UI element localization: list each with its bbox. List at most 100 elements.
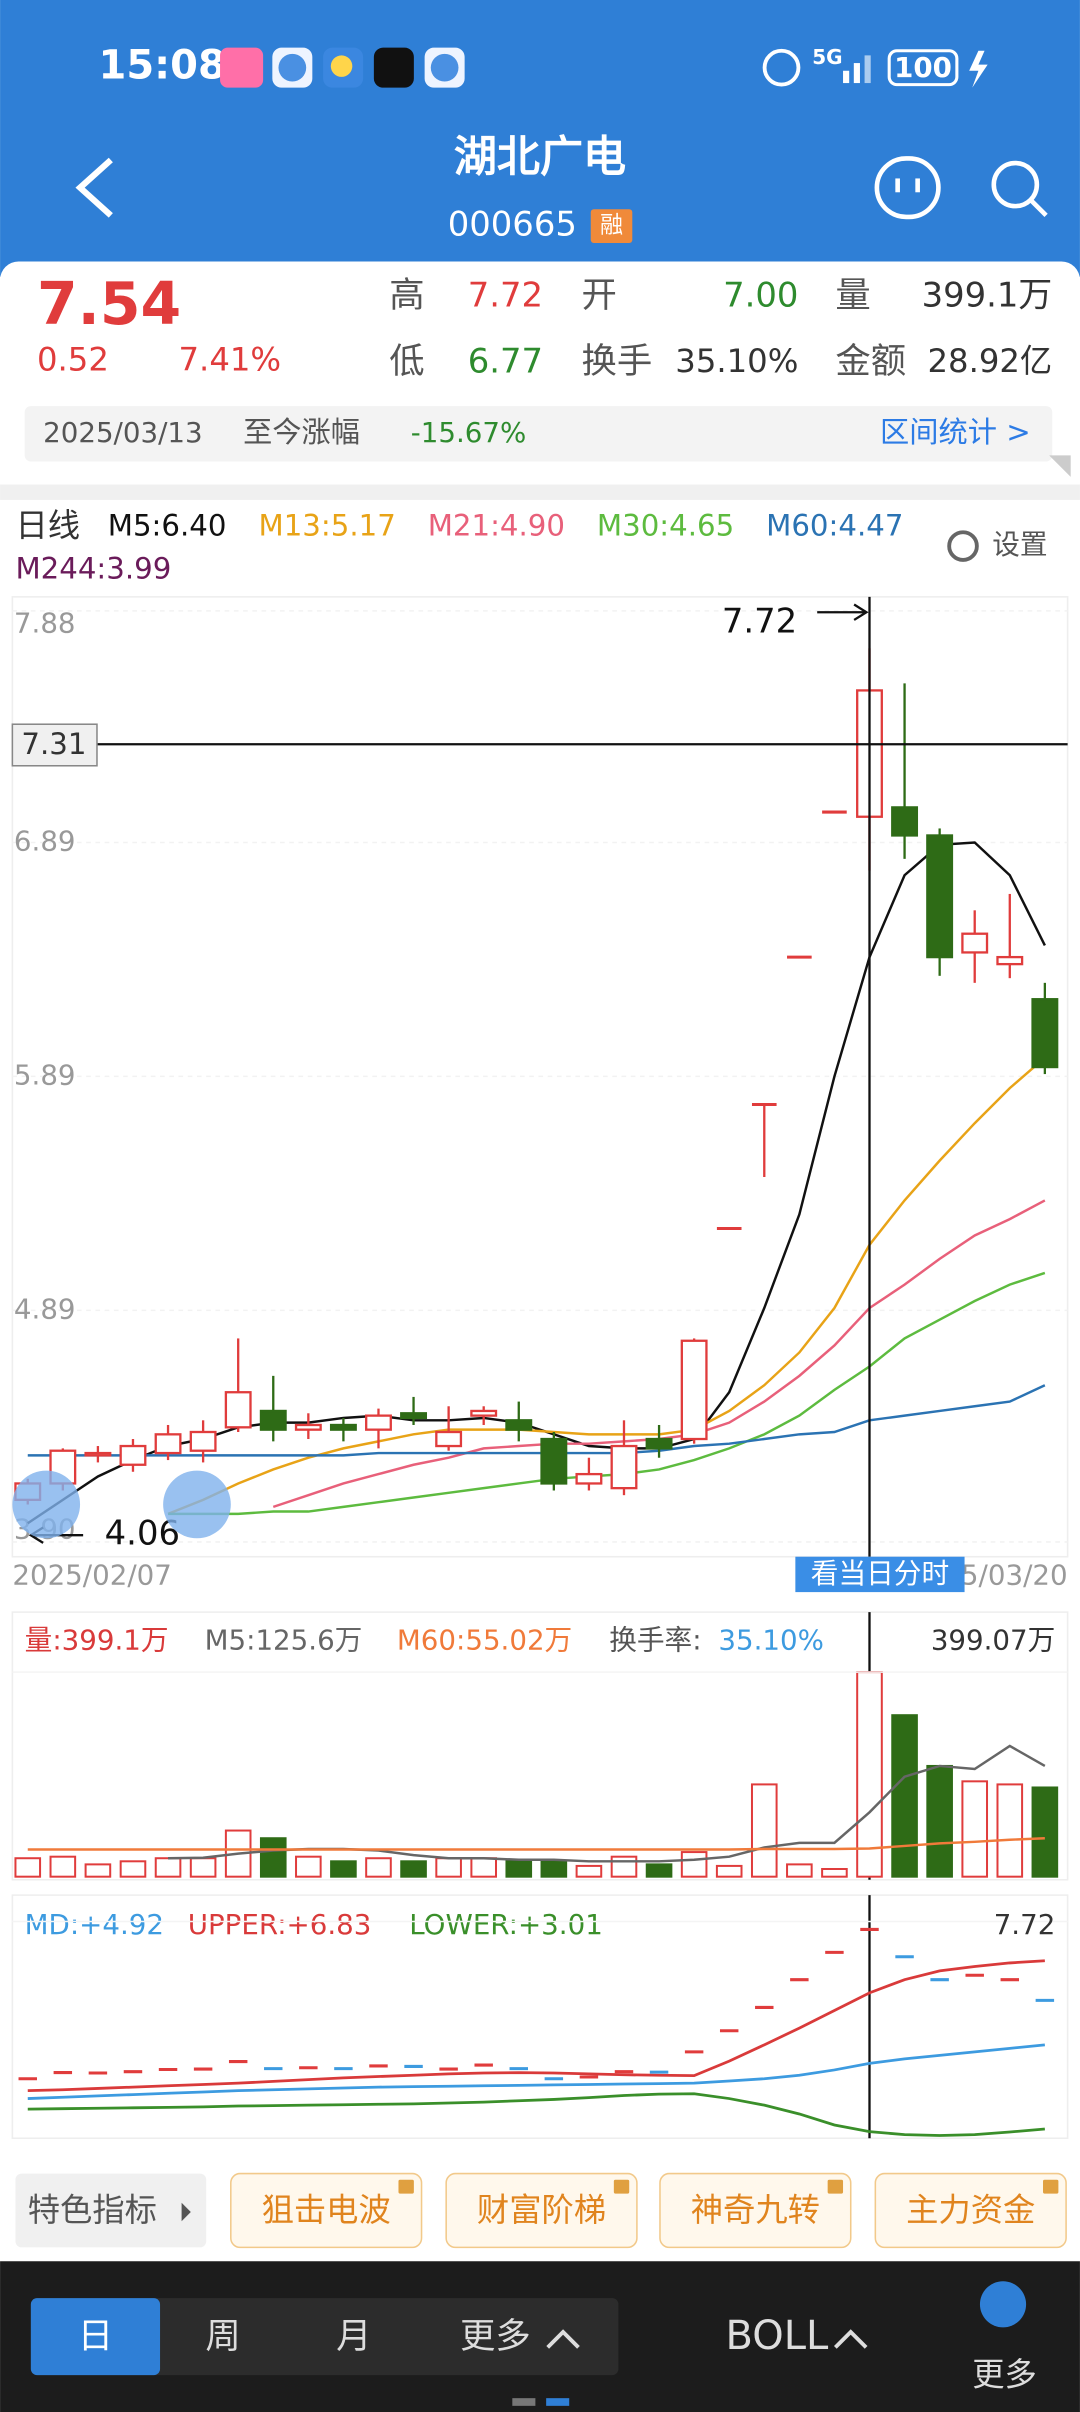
volume-bar — [84, 1863, 112, 1878]
indicator-button-label: 神奇九转 — [691, 2191, 820, 2229]
low-label: 低 — [389, 341, 424, 382]
range-date: 2025/03/13 — [43, 416, 202, 449]
caret — [181, 2202, 191, 2222]
volume-bar — [330, 1860, 357, 1878]
volume-bar — [505, 1860, 533, 1878]
indicator-button[interactable] — [874, 2172, 1067, 2249]
float-button[interactable] — [12, 1470, 81, 1539]
ma-legend: M13:5.17 — [258, 509, 395, 543]
service-button[interactable] — [874, 156, 941, 220]
ma-line — [168, 1271, 1046, 1516]
indicator-button[interactable] — [445, 2172, 638, 2249]
boll-line — [27, 1959, 1045, 2093]
service-eye — [915, 178, 920, 193]
y-tick-label: 7.72 — [994, 1908, 1056, 1941]
app-icon — [330, 55, 353, 77]
boll-line — [27, 2043, 1045, 2100]
candle-body — [540, 1437, 568, 1485]
volume-bar — [14, 1857, 42, 1878]
indicator-menu[interactable] — [15, 2173, 207, 2248]
lock-icon — [613, 2179, 630, 2194]
volume-bar — [295, 1855, 322, 1878]
lock-icon — [398, 2179, 414, 2194]
app-icon — [220, 47, 264, 88]
price: 7.54 — [37, 270, 181, 338]
ma-line — [27, 1384, 1046, 1457]
volume-bar — [961, 1780, 989, 1878]
crosshair-label: 7.31 — [21, 727, 86, 761]
y-tick-label: 5.89 — [14, 1058, 76, 1091]
max-arrow-head — [853, 603, 869, 621]
more-icon — [979, 2281, 1027, 2328]
candle-body — [505, 1419, 533, 1431]
period-tab[interactable]: 周 — [205, 2316, 240, 2357]
float-button[interactable] — [163, 1470, 231, 1539]
candle-body — [259, 1409, 287, 1431]
period-tab[interactable]: 日 — [78, 2316, 113, 2357]
low: 6.77 — [468, 342, 543, 381]
service-icon — [874, 156, 941, 220]
boll-legend: MD:+4.92 — [25, 1908, 164, 1941]
candle-body — [294, 1423, 322, 1431]
candle-body — [575, 1472, 603, 1485]
open-label: 开 — [582, 275, 617, 316]
divider — [0, 484, 1080, 500]
ma-legend: M30:4.65 — [597, 509, 734, 543]
volume-bar — [49, 1855, 77, 1878]
x-tick-label: 2025/02/07 — [12, 1559, 171, 1592]
stock-name: 湖北广电 — [454, 132, 626, 182]
period-active — [30, 2298, 161, 2376]
settings-button[interactable]: 设置 — [992, 528, 1047, 561]
volume-ma-legend: M60:55.02万 — [397, 1623, 572, 1656]
more-button[interactable]: 更多 — [972, 2356, 1037, 2394]
candle-body — [400, 1412, 428, 1420]
content-bg — [0, 261, 1080, 2262]
turnover-legend-value: 35.10% — [718, 1623, 824, 1656]
volume: 399.1万 — [922, 275, 1053, 314]
volume-bar — [996, 1783, 1024, 1878]
candle-body — [154, 1433, 182, 1455]
range-stats-link[interactable]: 区间统计 > — [880, 415, 1031, 449]
candle-body — [996, 955, 1024, 966]
volume-ma — [27, 1836, 1045, 1851]
high-label: 高 — [389, 275, 424, 316]
indicator-switch[interactable]: BOLL — [726, 2313, 829, 2359]
indicator-menu-label: 特色指标 — [28, 2191, 157, 2229]
minute-button-bg[interactable] — [795, 1556, 965, 1593]
amount: 28.92亿 — [927, 342, 1052, 380]
signal — [864, 55, 871, 84]
period-tab[interactable]: 月 — [336, 2316, 371, 2357]
indicator-button[interactable] — [230, 2172, 423, 2249]
volume-bar — [926, 1764, 953, 1878]
candle-body — [610, 1444, 638, 1490]
candle-body — [961, 932, 989, 954]
page-dot — [512, 2398, 536, 2406]
candle-body — [470, 1409, 498, 1417]
clock: 15:08 — [99, 43, 226, 89]
signal — [843, 70, 850, 84]
amount-label: 金额 — [835, 341, 906, 382]
change: 0.52 — [37, 340, 109, 378]
indicator-button[interactable] — [659, 2172, 852, 2249]
volume-bar — [575, 1864, 603, 1878]
volume-bar — [365, 1857, 392, 1878]
indicator-button-label: 狙击电波 — [262, 2191, 391, 2229]
volume-legend: 量:399.1万 — [25, 1623, 169, 1656]
settings-icon — [947, 530, 979, 562]
period-tab[interactable]: 更多 — [460, 2316, 531, 2357]
period-label: 日线 — [15, 507, 80, 545]
page-dot — [546, 2398, 570, 2406]
candle-body — [84, 1451, 112, 1457]
back-button[interactable] — [75, 157, 113, 218]
candle-body — [329, 1423, 357, 1431]
max-label: 7.72 — [722, 601, 797, 640]
service-eye — [895, 178, 900, 193]
search-icon — [991, 160, 1040, 209]
stock-code: 000665 — [448, 205, 577, 244]
open: 7.00 — [723, 275, 798, 314]
minute-button[interactable]: 看当日分时 — [811, 1557, 949, 1590]
crosshair-label-bg — [11, 723, 98, 767]
volume-bar — [1031, 1786, 1059, 1878]
candle-body — [224, 1391, 252, 1429]
search-button[interactable] — [991, 160, 1048, 217]
